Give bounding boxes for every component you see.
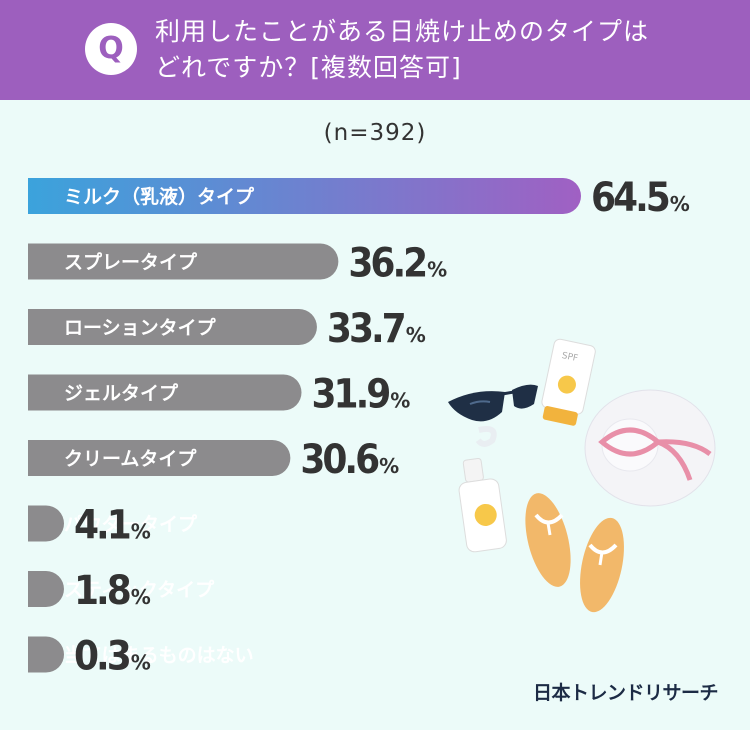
bar-unit-2: % — [406, 323, 426, 347]
bar-1 — [28, 243, 339, 280]
bar-unit-6: % — [131, 585, 151, 609]
brand-logo: 日本トレンドリサーチ — [532, 682, 719, 704]
bar-7 — [28, 636, 64, 673]
bar-label-0: ミルク（乳液）タイプ — [64, 185, 255, 208]
sun-hat-icon — [584, 389, 716, 507]
summer-items-illustration: SPF — [448, 338, 716, 613]
bar-label-2: ローションタイプ — [64, 316, 217, 339]
bar-2 — [28, 309, 317, 345]
question-text: 利用したことがある日焼け止めのタイプは どれですか？[複数回答可] — [155, 14, 715, 86]
bar-value-6: 1.8 — [74, 568, 130, 614]
bar-value-1: 36.2 — [348, 241, 425, 287]
bar-unit-0: % — [670, 192, 690, 216]
bar-unit-5: % — [131, 520, 151, 544]
question-line-2: どれですか？[複数回答可] — [155, 53, 462, 82]
sunscreen-bottle-icon — [458, 425, 507, 553]
sample-size: (n=392) — [323, 120, 427, 146]
question-line-1: 利用したことがある日焼け止めのタイプは — [155, 17, 650, 46]
bar-unit-4: % — [379, 454, 399, 478]
bar-6 — [28, 571, 64, 607]
sunglasses-icon — [448, 384, 538, 422]
bar-unit-3: % — [390, 389, 410, 413]
question-header: Q 利用したことがある日焼け止めのタイプは どれですか？[複数回答可] — [0, 0, 750, 100]
bar-5 — [28, 505, 64, 542]
bar-label-3: ジェルタイプ — [64, 382, 179, 405]
bar-label-1: スプレータイプ — [64, 251, 198, 274]
bar-value-4: 30.6 — [300, 437, 379, 483]
bar-label-4: クリームタイプ — [64, 447, 197, 470]
svg-text:SPF: SPF — [561, 351, 579, 364]
bar-3 — [28, 374, 302, 411]
bar-unit-7: % — [131, 651, 151, 675]
bar-value-2: 33.7 — [327, 306, 405, 352]
bar-label-5: パウダータイプ — [64, 513, 198, 536]
bar-unit-1: % — [427, 258, 447, 282]
bar-value-5: 4.1 — [74, 503, 130, 549]
sunscreen-tube-icon: SPF — [541, 338, 596, 426]
bar-value-0: 64.5 — [591, 175, 669, 221]
flip-flops-icon — [525, 493, 624, 613]
bar-label-7: 当てはまるものはない — [64, 644, 254, 667]
bar-value-3: 31.9 — [311, 372, 389, 418]
question-badge: Q — [85, 23, 137, 75]
bar-0 — [28, 178, 581, 214]
bar-4 — [28, 440, 291, 476]
bar-value-7: 0.3 — [74, 634, 130, 680]
bar-label-6: スティックタイプ — [64, 578, 215, 601]
